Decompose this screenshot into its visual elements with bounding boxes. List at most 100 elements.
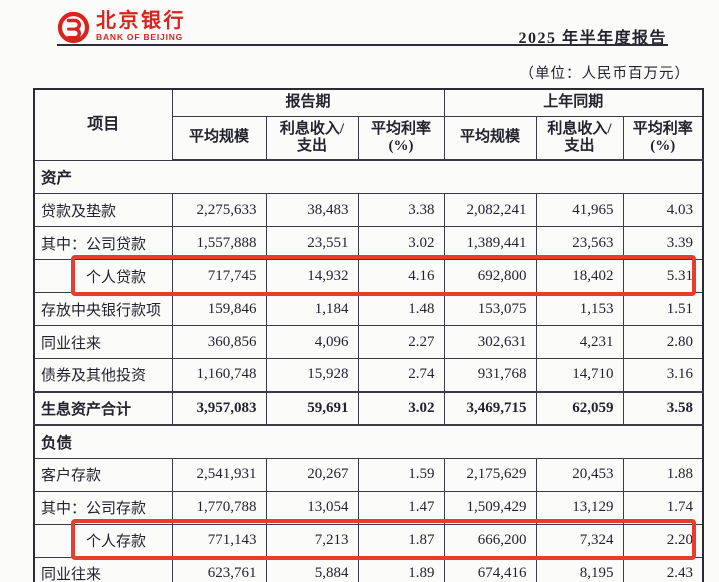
row-label: 个人贷款 bbox=[33, 259, 173, 293]
cell-value: 7,213 bbox=[265, 523, 359, 558]
row-label: 存放中央银行款项 bbox=[33, 292, 173, 326]
cell-value: 3.02 bbox=[357, 390, 445, 426]
cell-value: 2,082,241 bbox=[443, 193, 537, 227]
row-label: 个人存款 bbox=[33, 523, 173, 558]
cell-value: 1.51 bbox=[622, 292, 704, 326]
cell-value: 3.58 bbox=[622, 390, 704, 426]
cell-value: 4,096 bbox=[265, 325, 359, 359]
table-row: 客户存款 2,541,931 20,267 1.59 2,175,629 20,… bbox=[33, 457, 704, 492]
cell-value: 4.16 bbox=[357, 259, 445, 293]
group-header-report-period: 报告期 bbox=[171, 88, 445, 117]
cell-value: 1.88 bbox=[622, 457, 704, 492]
cell-value: 41,965 bbox=[535, 193, 624, 227]
cell-value: 1.87 bbox=[357, 523, 445, 558]
cell-value: 38,483 bbox=[265, 193, 359, 227]
section-label: 资产 bbox=[33, 159, 704, 194]
cell-value: 360,856 bbox=[171, 325, 267, 359]
cell-value: 1.48 bbox=[357, 292, 445, 326]
cell-value: 3.16 bbox=[622, 358, 704, 392]
cell-value: 2.43 bbox=[622, 556, 704, 582]
cell-value: 1.59 bbox=[357, 457, 445, 492]
cell-value: 8,195 bbox=[535, 556, 624, 582]
bank-logo-icon bbox=[57, 11, 90, 44]
cell-value: 1,770,788 bbox=[171, 490, 267, 525]
cell-value: 4.03 bbox=[622, 193, 704, 227]
cell-value: 14,710 bbox=[535, 358, 624, 392]
cell-value: 159,846 bbox=[171, 292, 267, 326]
table-row-personal-loans: 个人贷款 717,745 14,932 4.16 692,800 18,402 … bbox=[33, 259, 704, 293]
table-header-groups: 项目 报告期 上年同期 bbox=[33, 88, 704, 161]
cell-value: 2.74 bbox=[357, 358, 445, 392]
cell-value: 2.20 bbox=[622, 523, 704, 558]
col-header-avg-scale-prior: 平均规模 bbox=[443, 116, 537, 161]
cell-value: 2,275,633 bbox=[171, 193, 267, 227]
header-divider bbox=[57, 44, 668, 46]
cell-value: 1.74 bbox=[622, 490, 704, 525]
cell-value: 1,184 bbox=[265, 292, 359, 326]
cell-value: 623,761 bbox=[171, 556, 267, 582]
row-label: 生息资产合计 bbox=[33, 390, 173, 426]
cell-value: 14,932 bbox=[265, 259, 359, 293]
col-header-avg-rate: 平均利率 (%) bbox=[357, 116, 445, 161]
bank-name-en: BANK OF BEIJING bbox=[96, 32, 184, 42]
cell-value: 15,928 bbox=[265, 358, 359, 392]
table-row: 存放中央银行款项 159,846 1,184 1.48 153,075 1,15… bbox=[33, 292, 704, 326]
report-title: 2025 年半年度报告 bbox=[518, 30, 667, 47]
cell-value: 1,557,888 bbox=[171, 226, 267, 260]
row-label: 客户存款 bbox=[33, 457, 173, 492]
bank-logo: 北京银行 BANK OF BEIJING bbox=[57, 11, 186, 44]
group-header-prior-period: 上年同期 bbox=[443, 88, 704, 117]
cell-value: 62,059 bbox=[535, 390, 624, 426]
cell-value: 302,631 bbox=[443, 325, 537, 359]
unit-note: （单位：人民币百万元） bbox=[519, 66, 690, 82]
col-header-avg-scale: 平均规模 bbox=[171, 116, 267, 161]
cell-value: 3.39 bbox=[622, 226, 704, 260]
interest-rate-table: 项目 报告期 上年同期 平均规模 利息收入/ 支出 平均利率 (%) 平均规模 … bbox=[33, 88, 705, 582]
cell-value: 3.38 bbox=[357, 193, 445, 227]
cell-value: 692,800 bbox=[443, 259, 537, 293]
cell-value: 7,324 bbox=[535, 523, 624, 558]
row-label: 同业往来 bbox=[33, 556, 173, 582]
row-label: 同业往来 bbox=[33, 325, 173, 359]
row-label: 其中：公司存款 bbox=[33, 490, 173, 525]
cell-value: 771,143 bbox=[171, 523, 267, 558]
cell-value: 5,884 bbox=[265, 556, 359, 582]
cell-value: 2.27 bbox=[357, 325, 445, 359]
col-header-item: 项目 bbox=[33, 88, 173, 161]
table-row-total-earning-assets: 生息资产合计 3,957,083 59,691 3.02 3,469,715 6… bbox=[33, 390, 704, 426]
cell-value: 1,509,429 bbox=[443, 490, 537, 525]
cell-value: 1,389,441 bbox=[443, 226, 537, 260]
cell-value: 4,231 bbox=[535, 325, 624, 359]
cell-value: 717,745 bbox=[171, 259, 267, 293]
cell-value: 1,160,748 bbox=[171, 358, 267, 392]
table-row: 其中：公司贷款 1,557,888 23,551 3.02 1,389,441 … bbox=[33, 226, 704, 260]
section-label: 负债 bbox=[33, 424, 704, 459]
cell-value: 5.31 bbox=[622, 259, 704, 293]
table-row: 同业往来 360,856 4,096 2.27 302,631 4,231 2.… bbox=[33, 325, 704, 359]
cell-value: 666,200 bbox=[443, 523, 537, 558]
bank-name-cn: 北京银行 bbox=[96, 10, 186, 32]
cell-value: 1.89 bbox=[357, 556, 445, 582]
cell-value: 931,768 bbox=[443, 358, 537, 392]
cell-value: 2.80 bbox=[622, 325, 704, 359]
cell-value: 3.02 bbox=[357, 226, 445, 260]
row-label: 债券及其他投资 bbox=[33, 358, 173, 392]
cell-value: 3,469,715 bbox=[443, 390, 537, 426]
row-label: 其中：公司贷款 bbox=[33, 226, 173, 260]
table-header-subcols: 平均规模 利息收入/ 支出 平均利率 (%) 平均规模 利息收入/ 支出 平均利… bbox=[34, 116, 704, 161]
cell-value: 2,541,931 bbox=[171, 457, 267, 492]
col-header-interest-prior: 利息收入/ 支出 bbox=[535, 116, 624, 161]
col-header-avg-rate-prior: 平均利率 (%) bbox=[622, 116, 704, 161]
cell-value: 674,416 bbox=[443, 556, 537, 582]
table-row: 贷款及垫款 2,275,633 38,483 3.38 2,082,241 41… bbox=[33, 193, 704, 227]
cell-value: 23,563 bbox=[535, 226, 624, 260]
cell-value: 2,175,629 bbox=[443, 457, 537, 492]
cell-value: 18,402 bbox=[535, 259, 624, 293]
cell-value: 23,551 bbox=[265, 226, 359, 260]
table-row: 其中：公司存款 1,770,788 13,054 1.47 1,509,429 … bbox=[33, 490, 704, 525]
col-header-interest: 利息收入/ 支出 bbox=[265, 116, 359, 161]
section-row-liabilities: 负债 bbox=[33, 424, 704, 459]
cell-value: 20,267 bbox=[265, 457, 359, 492]
cell-value: 20,453 bbox=[535, 457, 624, 492]
